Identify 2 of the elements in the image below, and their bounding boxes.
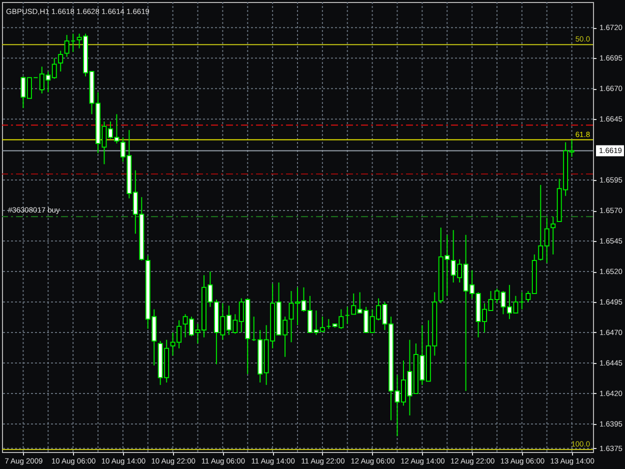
candlestick xyxy=(550,216,556,255)
candlestick xyxy=(58,50,64,72)
